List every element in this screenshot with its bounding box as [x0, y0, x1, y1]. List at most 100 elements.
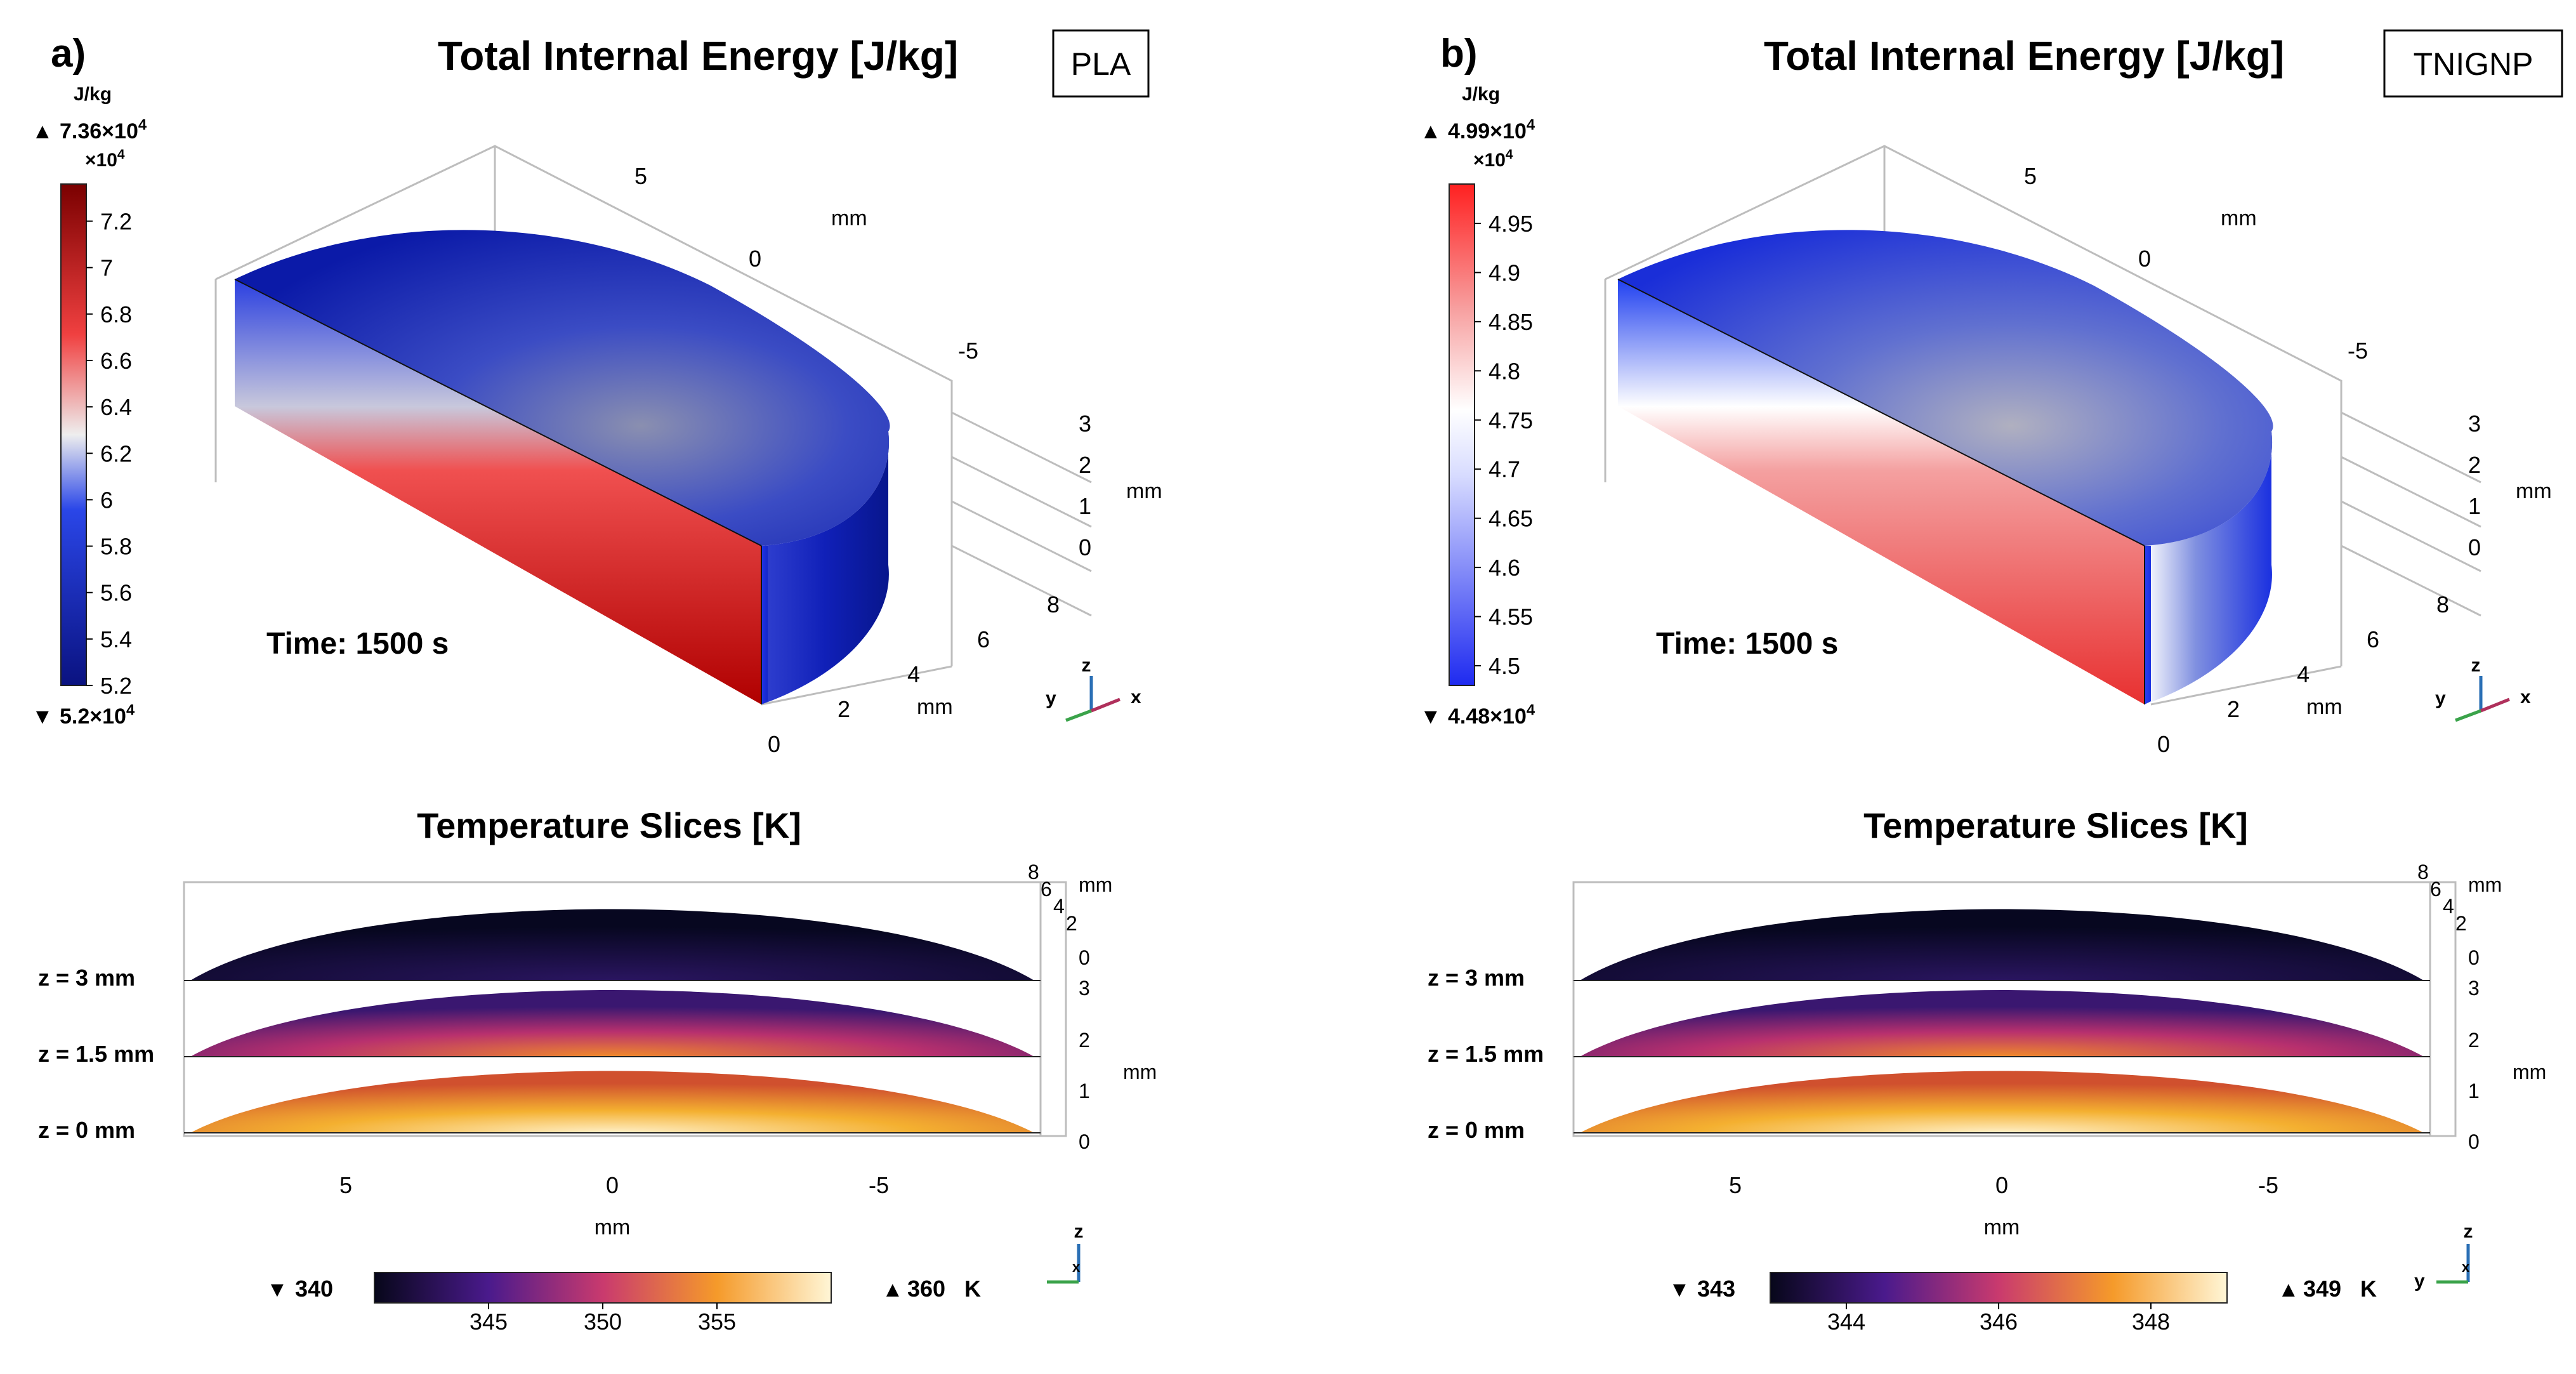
colorbar-tick-label: 4.65 [1488, 506, 1533, 532]
bottom-x-tick: 5 [339, 1172, 352, 1198]
triad-x-label: x [1131, 687, 1141, 708]
bottom-y-tick: 8 [2417, 861, 2429, 883]
temp-tick-label: 348 [2132, 1309, 2170, 1335]
x-tick: -5 [958, 338, 978, 364]
bottom-z-unit: mm [1123, 1060, 1157, 1083]
triad-y-label: y [2435, 688, 2446, 709]
energy-colorbar [60, 183, 87, 686]
x-tick: 5 [634, 163, 647, 189]
z-tick: 1 [2468, 493, 2481, 519]
colorbar-tick-label: 7.2 [100, 209, 132, 235]
slice-frame [1572, 881, 2431, 1137]
bottom-x-tick: 0 [606, 1172, 619, 1198]
temperature-colorbar [374, 1272, 832, 1304]
axes-box [214, 145, 1092, 706]
material-box [1052, 29, 1150, 98]
half-cylinder [234, 230, 890, 704]
colorbar-tick-label: 4.75 [1488, 407, 1533, 433]
z-tick: 3 [1079, 411, 1091, 437]
bottom-z-tick: 3 [2468, 977, 2480, 1000]
slice-0 [1580, 909, 2424, 981]
x-tick: 0 [2138, 246, 2151, 272]
temp-max-marker: ▲ [2278, 1278, 2299, 1302]
slice-1 [190, 990, 1034, 1057]
temp-min-label: 343 [1697, 1276, 1735, 1302]
time-label: Time: 1500 s [1656, 627, 1838, 661]
temp-max-label: 360 [907, 1276, 945, 1302]
colorbar-tick-label: 4.8 [1488, 358, 1520, 384]
colorbar-tick-label: 4.55 [1488, 604, 1533, 630]
slice-frame [183, 881, 1042, 1137]
slice-2 [1580, 1071, 2424, 1133]
y-tick: 0 [768, 731, 780, 757]
bottom-z-tick: 1 [2468, 1080, 2480, 1102]
colorbar-max-marker: ▲ [32, 119, 53, 143]
slice-label: z = 1.5 mm [38, 1041, 154, 1067]
colorbar-tick-label: 5.6 [100, 580, 132, 606]
y-tick: 2 [838, 696, 850, 722]
triad-x-arrow [1091, 697, 1120, 713]
bottom-y-tick: 0 [1079, 946, 1090, 969]
temp-unit: K [964, 1276, 981, 1302]
slice-frame-side [2430, 881, 2457, 1137]
bottom-x-unit: mm [1984, 1215, 2020, 1239]
colorbar-max-label: 7.36×104 [60, 116, 147, 143]
bottom-triad-x-label: x [1072, 1259, 1081, 1275]
colorbar-unit: J/kg [1462, 84, 1500, 105]
temperature-slices: z = 3 mmz = 1.5 mmz = 0 mm5 0 -5mm86420mm3… [38, 861, 1157, 1239]
colorbar-tick-label: 4.5 [1488, 653, 1520, 679]
colorbar-multiplier: ×104 [85, 147, 125, 171]
colorbar-max-label: 4.99×104 [1448, 116, 1535, 143]
colorbar-tick-label: 5.8 [100, 534, 132, 560]
slice-label: z = 1.5 mm [1428, 1041, 1544, 1067]
bottom-z-tick: 3 [1079, 977, 1090, 1000]
x-tick: -5 [2348, 338, 2368, 364]
y-tick: 8 [2436, 591, 2449, 618]
slice-1 [1580, 990, 2424, 1057]
slice-0 [190, 909, 1034, 981]
bottom-x-tick: -5 [869, 1172, 889, 1198]
bottom-y-tick: 2 [1066, 912, 1077, 935]
colorbar-tick-label: 6.2 [100, 440, 132, 466]
y-tick: 6 [2367, 626, 2379, 652]
temp-tick-label: 346 [1980, 1309, 2018, 1335]
bottom-triad-z-label: z [2464, 1221, 2473, 1242]
bottom-y-unit: mm [2468, 873, 2502, 896]
temp-min-marker: ▼ [1669, 1278, 1690, 1302]
temp-tick-label: 344 [1827, 1309, 1865, 1335]
colorbar-tick-label: 4.85 [1488, 309, 1533, 335]
y-axis-unit: mm [917, 695, 953, 719]
colorbar-tick-label: 5.4 [100, 626, 132, 652]
bottom-z-unit: mm [2513, 1060, 2546, 1083]
material-label: PLA [1071, 46, 1131, 82]
colorbar-tick-label: 4.95 [1488, 211, 1533, 237]
colorbar-tick-label: 4.7 [1488, 456, 1520, 482]
panel-label: a) [51, 32, 86, 76]
bottom-x-tick: 0 [1995, 1172, 2008, 1198]
top-edge [1617, 279, 2145, 546]
x-axis-unit: mm [831, 206, 867, 230]
bottom-x-unit: mm [595, 1215, 631, 1239]
x-tick: 5 [2024, 163, 2037, 189]
bottom-z-tick: 1 [1079, 1080, 1090, 1102]
colorbar-tick-label: 6.4 [100, 394, 132, 420]
time-label: Time: 1500 s [266, 627, 449, 661]
x-tick: 0 [749, 246, 761, 272]
colorbar-tick-label: 6 [100, 487, 113, 513]
panel-tnignp: b) TNIGNP Total Internal Energy [J/kg] J/kg… [1420, 29, 2563, 1335]
slice-frame-side [1041, 881, 1067, 1137]
temperature-plot-title: Temperature Slices [K] [417, 805, 801, 845]
panel-label: b) [1440, 32, 1478, 76]
bottom-z-tick: 0 [2468, 1130, 2480, 1153]
triad-z-label: z [1082, 655, 1091, 676]
bottom-y-tick: 6 [1041, 878, 1052, 901]
slice-2 [190, 1071, 1034, 1133]
y-tick: 4 [907, 661, 920, 687]
bottom-y-tick: 6 [2430, 878, 2441, 901]
x-axis-unit: mm [2221, 206, 2257, 230]
triad-y-arrow [1065, 709, 1092, 722]
curved-face [2145, 432, 2273, 704]
flat-face [1618, 279, 2145, 704]
bottom-triad-z-label: z [1074, 1221, 1084, 1242]
